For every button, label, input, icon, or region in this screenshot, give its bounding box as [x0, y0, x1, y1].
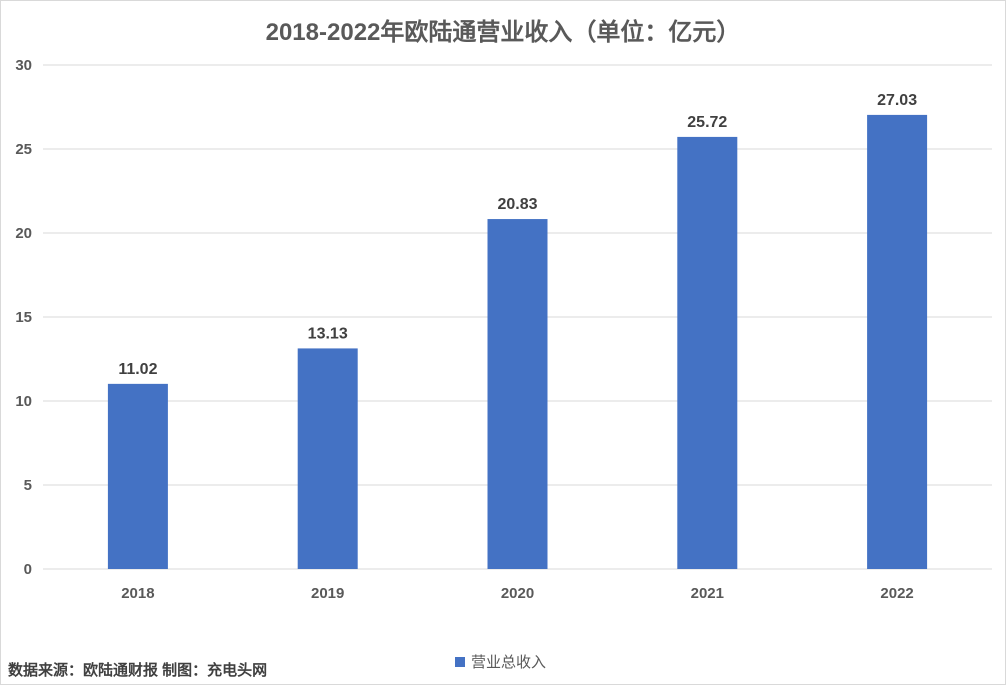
bar [677, 136, 738, 570]
y-tick-label: 15 [15, 309, 32, 326]
x-axis-ticks: 2018 2019 2020 2021 2022 [121, 585, 914, 602]
x-tick-label: 2022 [880, 585, 913, 602]
data-label: 27.03 [877, 92, 917, 109]
chart-title: 2018-2022年欧陆通营业收入（单位：亿元） [265, 19, 741, 46]
y-tick-label: 30 [15, 57, 32, 74]
y-tick-label: 0 [24, 561, 32, 578]
data-label: 11.02 [118, 361, 157, 378]
x-tick-label: 2021 [691, 585, 724, 602]
legend: 营业总收入 [455, 651, 546, 672]
bar [867, 114, 928, 570]
data-label: 20.83 [497, 196, 537, 213]
legend-swatch [455, 656, 465, 667]
bars [107, 114, 928, 570]
data-labels: 11.02 13.13 20.83 25.72 27.03 [118, 92, 917, 378]
bar [297, 348, 358, 569]
y-tick-label: 10 [15, 393, 32, 410]
x-tick-label: 2018 [121, 585, 154, 602]
bar [107, 383, 168, 569]
y-axis-ticks: 0 5 10 15 20 25 30 [15, 57, 32, 578]
data-label: 13.13 [308, 325, 348, 342]
bar [487, 219, 548, 569]
y-tick-label: 5 [24, 477, 32, 494]
source-note: 数据来源：欧陆通财报 制图：充电头网 [8, 662, 268, 679]
y-tick-label: 25 [15, 141, 32, 158]
y-tick-label: 20 [15, 225, 32, 242]
x-tick-label: 2020 [501, 585, 534, 602]
data-label: 25.72 [687, 114, 727, 131]
x-tick-label: 2019 [311, 585, 344, 602]
legend-label: 营业总收入 [471, 654, 547, 671]
